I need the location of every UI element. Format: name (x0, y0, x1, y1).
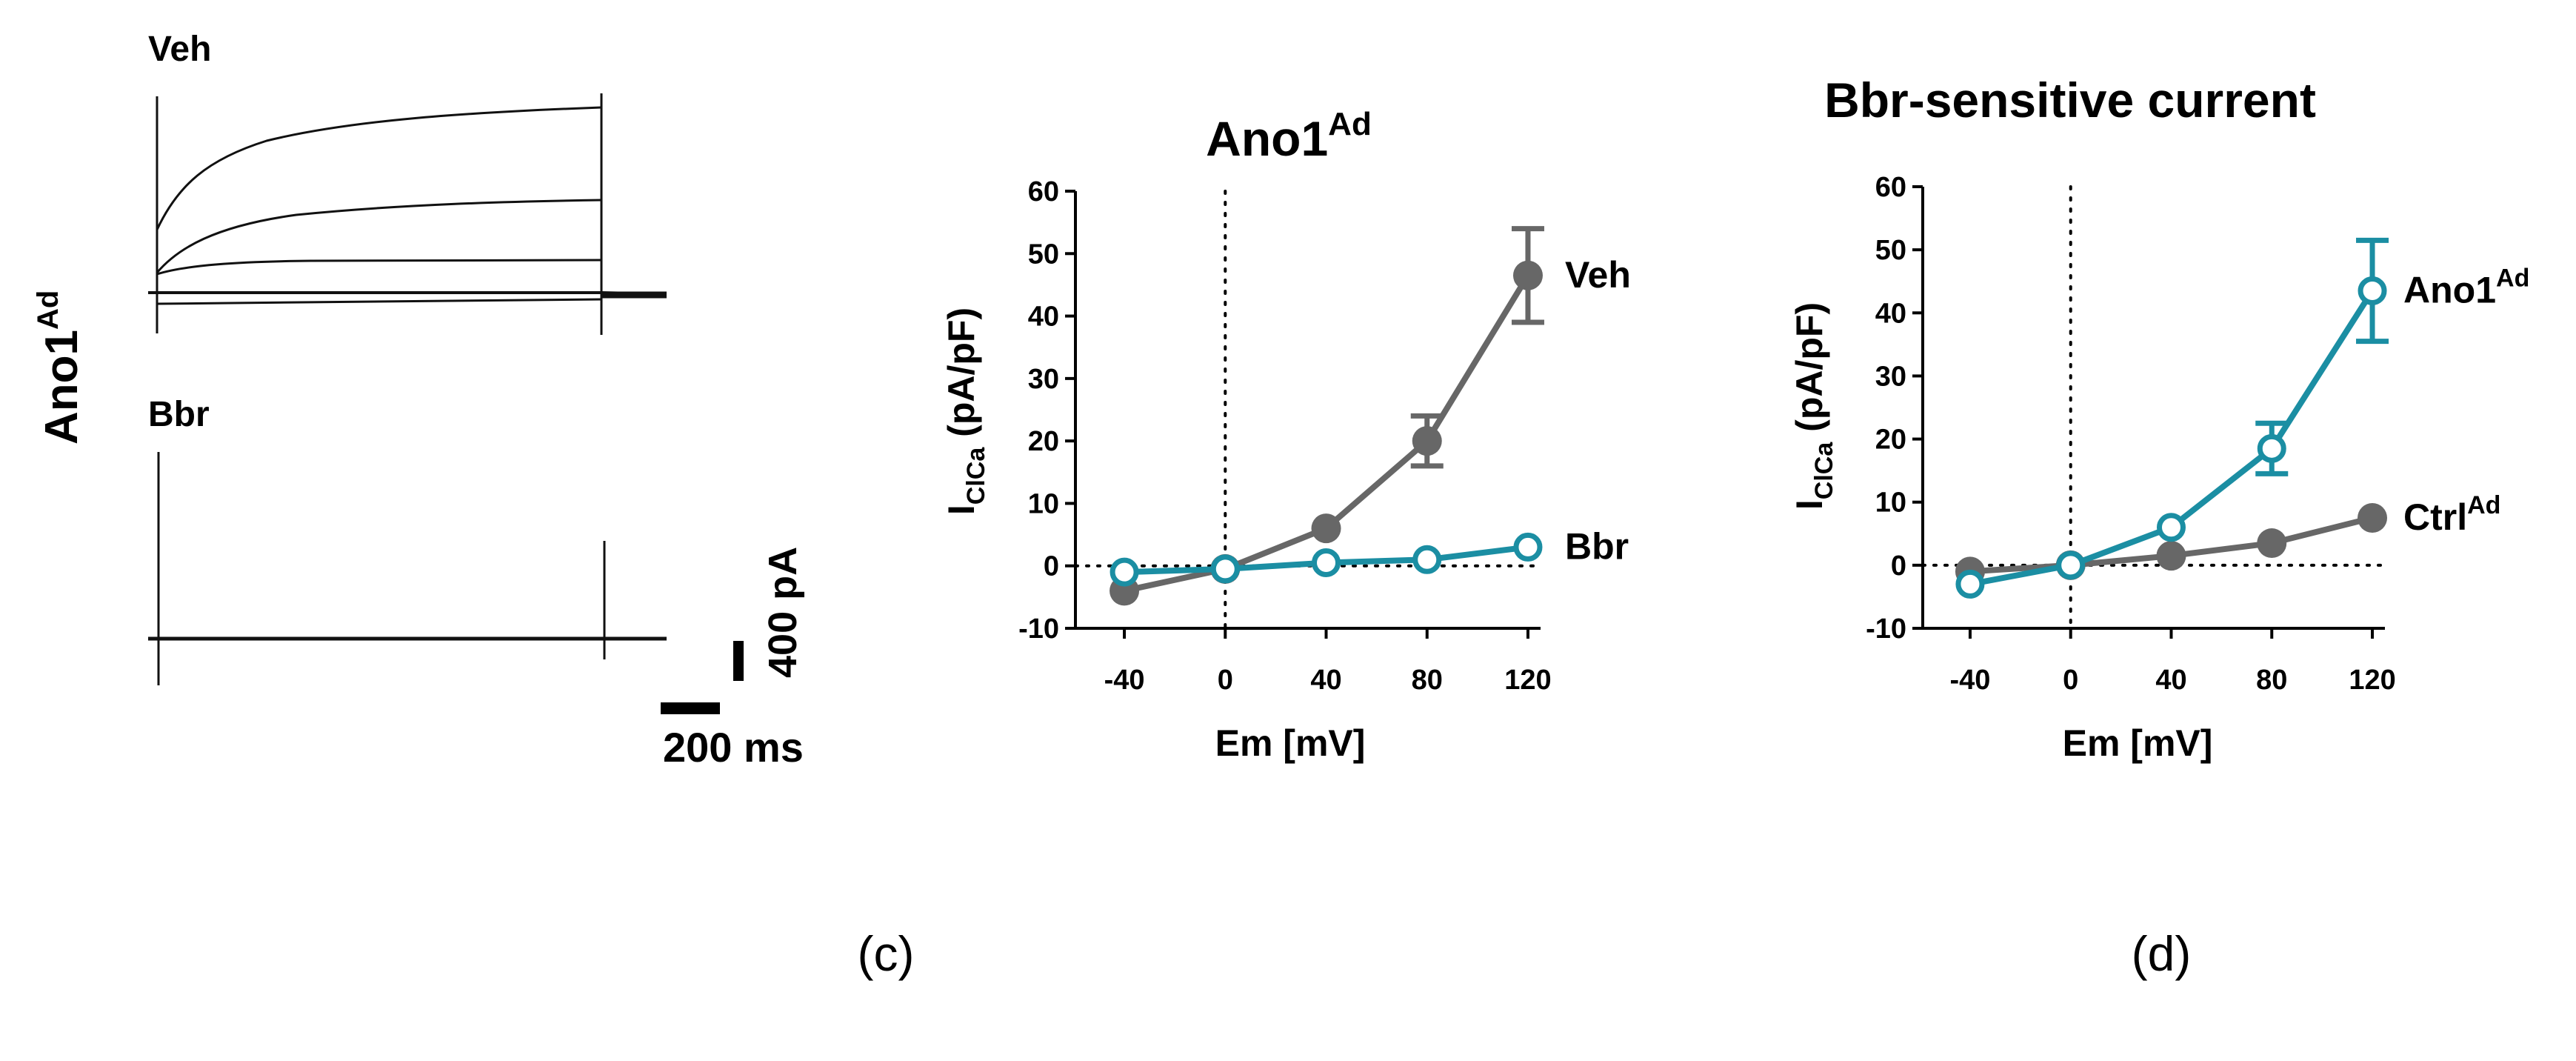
chart-d-series-ano1-point (2056, 551, 2086, 580)
chart-c-y-tick-label: 30 (1028, 364, 1059, 395)
chart-c-ylabel-main: I (941, 505, 982, 515)
chart-d-y-tick-label: 20 (1875, 425, 1906, 456)
chart-d-series-ctrl-label-sup: Ad (2467, 491, 2500, 519)
chart-c-series-veh-label: Veh (1565, 254, 1631, 296)
chart-c-series-bbr-point (1412, 545, 1442, 574)
chart-c-series-veh-point (1311, 513, 1341, 544)
chart-d-y-tick-label: 0 (1891, 551, 1906, 582)
chart-d-x-tick-label: 0 (2063, 665, 2078, 696)
caption-c: (c) (858, 926, 915, 981)
time-scale-bar (661, 702, 720, 714)
time-scale-label: 200 ms (663, 724, 804, 771)
chart-c-x-tick-label: 80 (1412, 665, 1443, 696)
chart-d-series-ano1-point (2156, 513, 2186, 542)
chart-c-ylabel: IClCa (pA/pF) (941, 307, 990, 515)
chart-d-x-tick-label: 120 (2349, 665, 2395, 696)
chart-d-series-ctrl-point (2156, 541, 2186, 571)
chart-d-series-ctrl-point (2358, 503, 2388, 533)
current-scale-bar (733, 641, 744, 681)
chart-d-xlabel: Em [mV] (2063, 722, 2213, 764)
chart-d: Bbr-sensitive current 60 50 40 30 20 10 0 -10 -4… (1789, 73, 2529, 764)
veh-trace-label: Veh (148, 30, 211, 69)
chart-c-y-tick-label: 50 (1028, 239, 1059, 270)
chart-d-series-ano1-label: Ano1Ad (2403, 264, 2529, 310)
chart-d-series-ano1-point (2257, 433, 2286, 463)
veh-trace-4 (148, 291, 667, 296)
chart-c-series-bbr-point (1110, 557, 1139, 587)
veh-trace-1 (156, 106, 602, 230)
chart-d-ylabel-main: I (1789, 499, 1830, 510)
chart-c-series-veh-label-main: Veh (1565, 254, 1631, 296)
chart-d-y-tick-label: 10 (1875, 488, 1906, 519)
bbr-trace-label: Bbr (148, 395, 210, 434)
chart-d-title: Bbr-sensitive current (1824, 73, 2316, 127)
chart-c-y-tick-label: 0 (1044, 551, 1059, 582)
chart-d-series-ctrl-point (2257, 528, 2287, 559)
chart-c-y-tick-label: -10 (1018, 613, 1059, 645)
chart-d-y-tick-label: 40 (1875, 298, 1906, 329)
chart-d-ylabel-rest: (pA/pF) (1789, 302, 1830, 442)
chart-d-series-ano1-label-sup: Ad (2496, 264, 2529, 292)
veh-trace-5 (156, 298, 602, 305)
chart-c-title-main: Ano1 (1206, 111, 1328, 166)
chart-d-y-tick-label: 30 (1875, 361, 1906, 392)
current-traces-panel: Veh Bbr Ano1Ad 400 pA 200 ms (32, 30, 805, 771)
chart-c-series-veh-line (1124, 273, 1531, 594)
veh-traces (148, 93, 667, 335)
chart-d-series-ano1-label-main: Ano1 (2403, 269, 2496, 310)
chart-c-series-bbr-label: Bbr (1565, 525, 1629, 567)
chart-c-x-tick-label: 120 (1504, 665, 1551, 696)
chart-c-y-tick-label: 10 (1028, 488, 1059, 519)
chart-d-y-tick-label: -10 (1866, 613, 1906, 645)
chart-d-ylabel-sub: ClCa (1810, 442, 1838, 500)
chart-d-y-tick-label: 60 (1875, 172, 1906, 203)
chart-d-x-tick-label: 80 (2256, 665, 2287, 696)
row-label-main: Ano1 (36, 330, 87, 445)
bbr-traces (148, 452, 667, 685)
chart-c-title-sup: Ad (1328, 106, 1372, 142)
chart-c-x-tick-label: 0 (1218, 665, 1233, 696)
current-scale-label: 400 pA (761, 547, 805, 678)
chart-c-title: Ano1Ad (1206, 106, 1372, 166)
chart-d-series-ctrl-label: CtrlAd (2403, 491, 2500, 538)
chart-c-y-tick-label: 20 (1028, 426, 1059, 457)
chart-d-series-ctrl-label-main: Ctrl (2403, 496, 2467, 538)
chart-c-x-tick-label: -40 (1104, 665, 1145, 696)
chart-c-y-tick-label: 60 (1028, 176, 1059, 207)
chart-d-x-tick-label: 40 (2155, 665, 2186, 696)
veh-trace-2 (156, 199, 602, 273)
chart-c-xlabel: Em [mV] (1215, 722, 1366, 764)
chart-c-ylabel-rest: (pA/pF) (941, 307, 982, 448)
chart-c: Ano1Ad 60 50 40 30 20 10 0 -10 -40 0 40 80 120 Veh Bbr… (941, 106, 1631, 764)
captions: (c) (d) (858, 926, 2192, 981)
chart-d-series-ano1-point (2358, 276, 2387, 305)
chart-d-ylabel: IClCa (pA/pF) (1789, 302, 1838, 510)
chart-d-series-ano1-point (1955, 569, 1985, 599)
chart-c-series-bbr-point (1210, 554, 1240, 584)
chart-d-y-tick-label: 50 (1875, 235, 1906, 266)
chart-c-ylabel-sub: ClCa (962, 447, 990, 505)
chart-d-x-tick-label: -40 (1949, 665, 1990, 696)
chart-c-series-veh-point (1412, 426, 1442, 456)
chart-c-series-bbr-point (1513, 532, 1543, 562)
chart-c-series-veh-point (1512, 260, 1543, 290)
chart-c-y-tick-label: 40 (1028, 302, 1059, 333)
chart-c-series-bbr-point (1312, 548, 1341, 577)
chart-c-series-bbr-label-main: Bbr (1565, 525, 1629, 567)
row-label: Ano1Ad (32, 290, 87, 445)
chart-c-x-tick-label: 40 (1310, 665, 1341, 696)
chart-c-plot-area: 60 50 40 30 20 10 0 -10 -40 0 40 80 120 Veh Bbr (1018, 176, 1631, 696)
row-label-sup: Ad (32, 290, 64, 330)
veh-trace-3 (156, 259, 602, 276)
caption-d: (d) (2132, 926, 2192, 981)
